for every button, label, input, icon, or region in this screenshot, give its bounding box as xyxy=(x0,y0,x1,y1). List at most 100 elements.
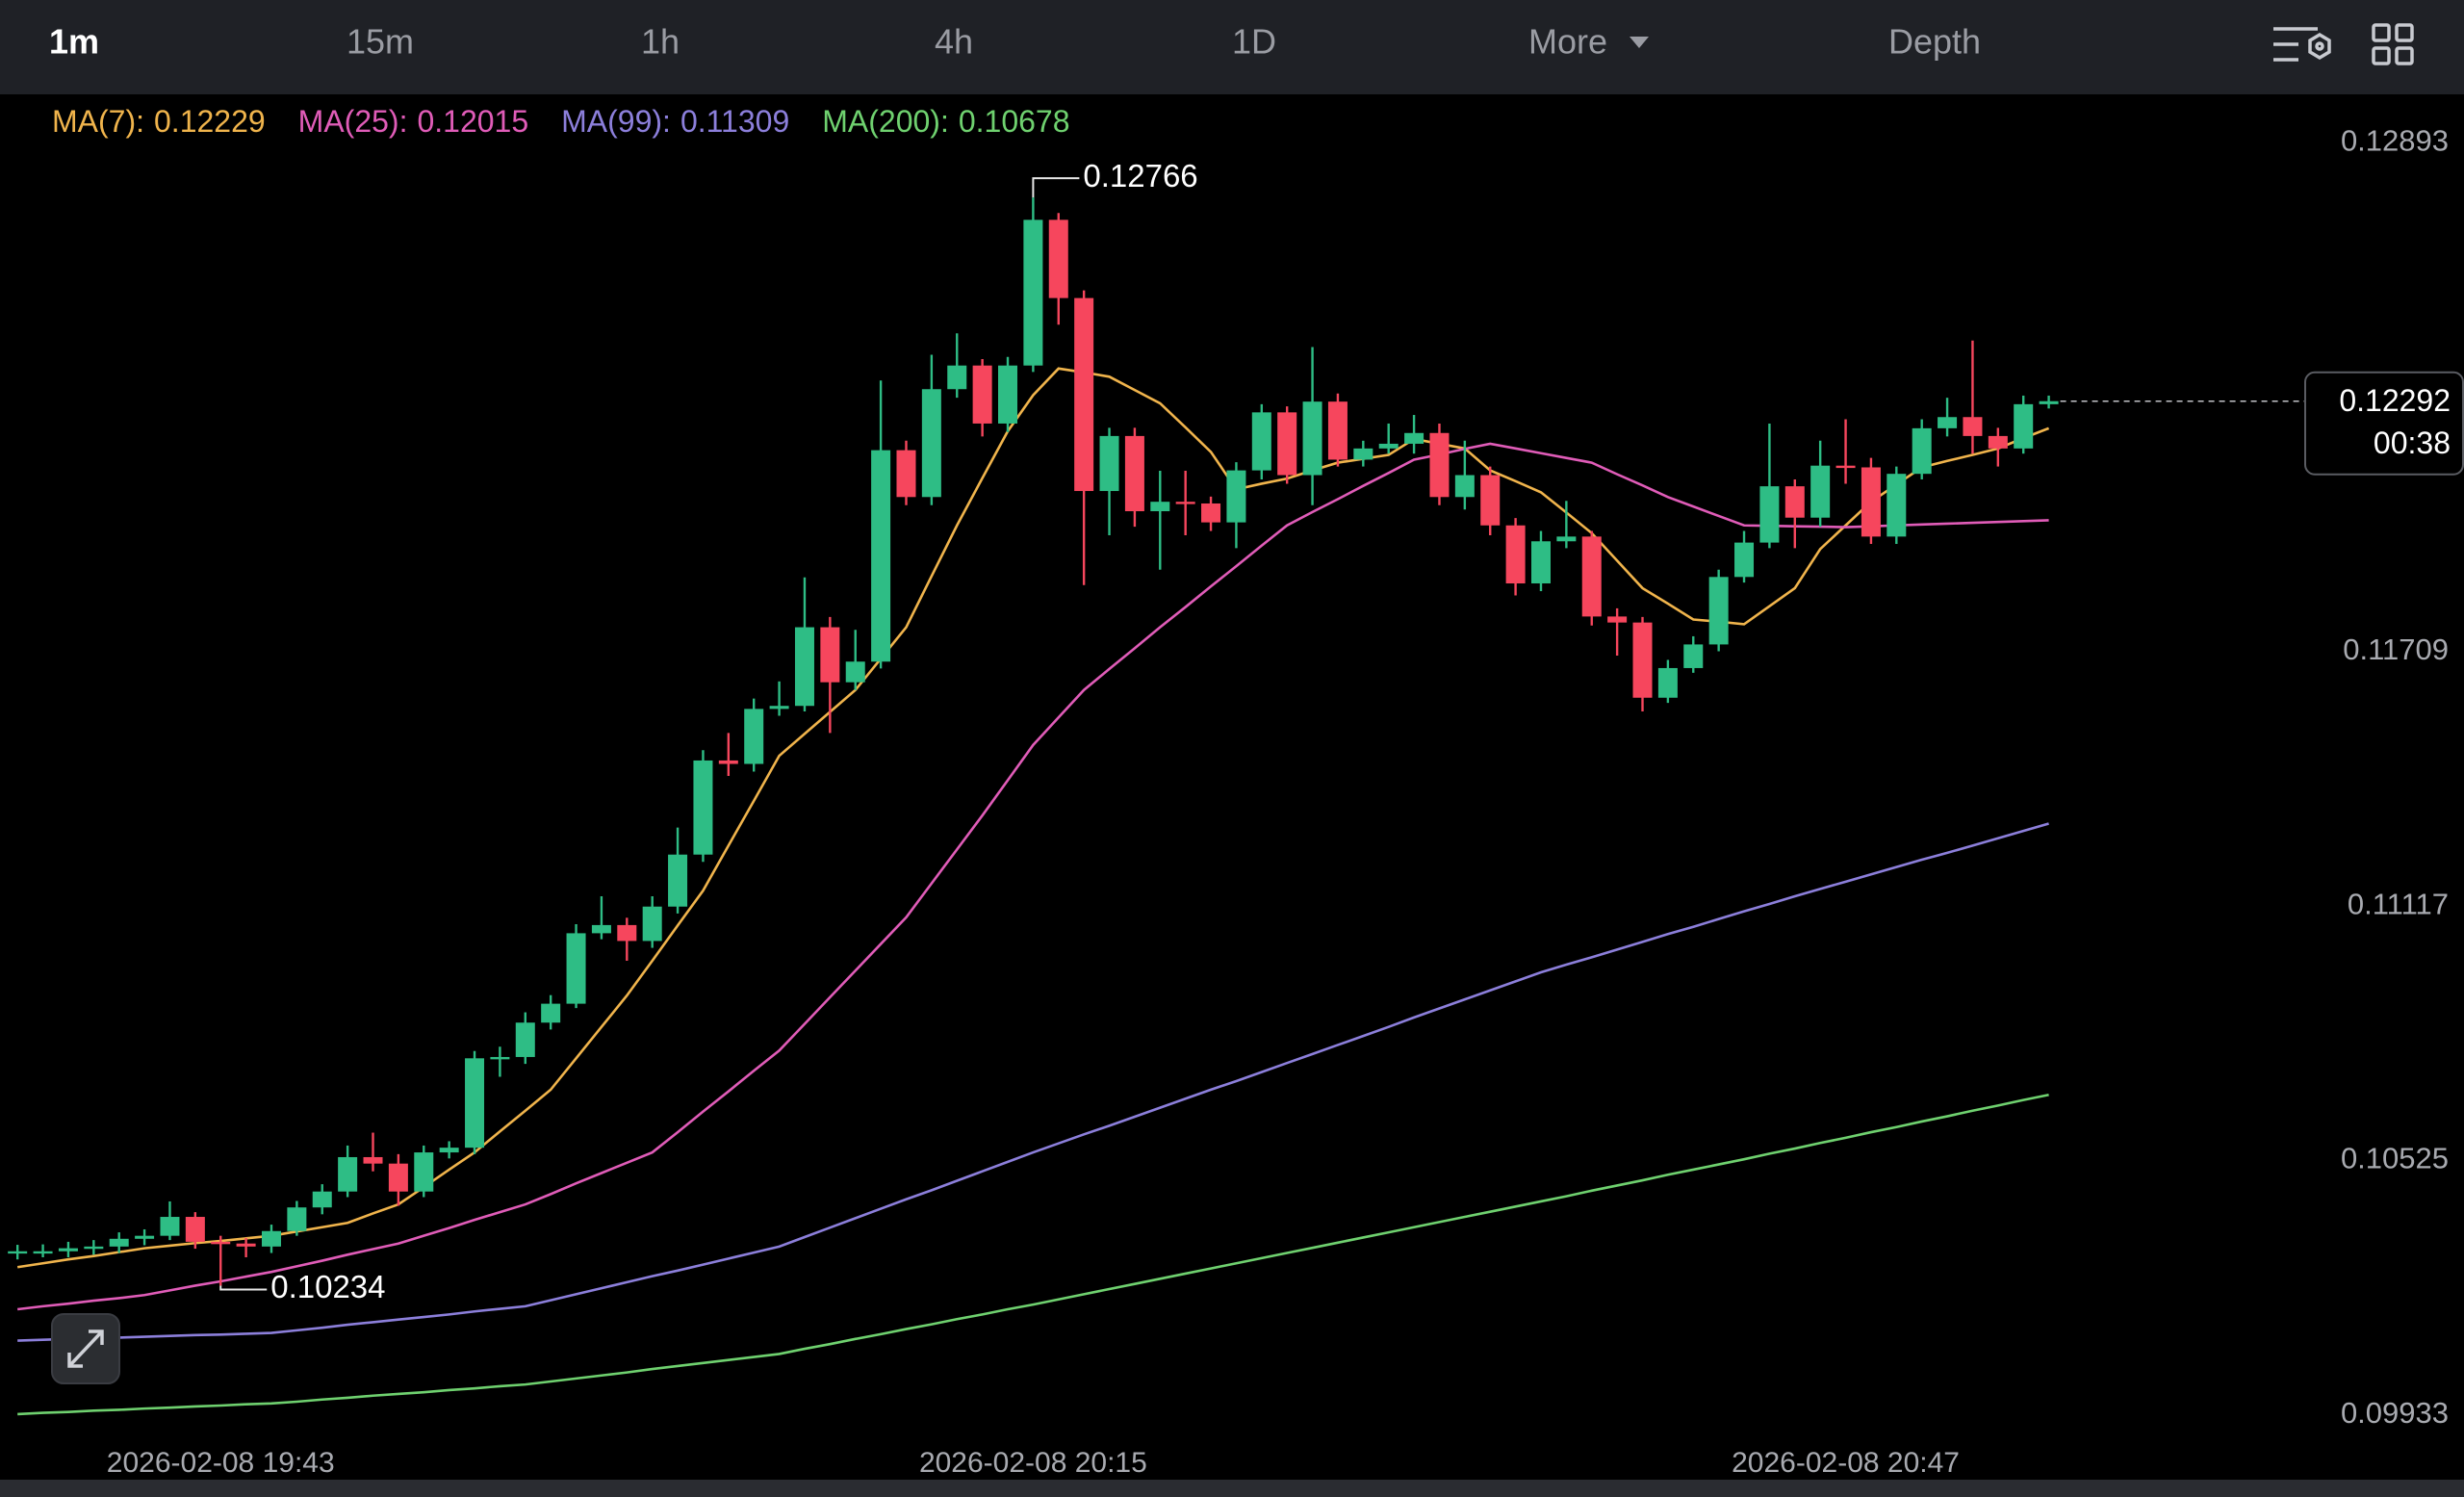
candle-body xyxy=(8,1251,28,1254)
candle-body xyxy=(693,760,713,855)
candle-body xyxy=(1023,219,1043,366)
candle-body xyxy=(185,1217,205,1242)
candle-body xyxy=(1378,443,1399,449)
candle-body xyxy=(1708,577,1729,645)
countdown-label: 00:38 xyxy=(2374,426,2451,460)
candle-body xyxy=(1683,644,1704,668)
candle-body xyxy=(515,1022,535,1057)
candle-body xyxy=(1734,542,1755,578)
candle-body xyxy=(109,1238,129,1247)
expand-button[interactable] xyxy=(51,1313,120,1384)
candle-body xyxy=(287,1207,307,1231)
candle-body xyxy=(160,1217,180,1236)
candle-body xyxy=(718,760,738,764)
interval-tab[interactable]: 15m xyxy=(346,22,414,62)
candle-body xyxy=(1251,412,1271,471)
candle-body xyxy=(2014,403,2034,449)
candle-body xyxy=(1938,417,1958,428)
candle-body xyxy=(1988,435,2008,449)
legend-entry: MA(25): 0.12015 xyxy=(298,104,528,139)
low-marker xyxy=(219,1285,268,1291)
interval-tab[interactable]: 4h xyxy=(935,22,973,62)
more-arrow xyxy=(1630,37,1649,48)
candle-body xyxy=(1810,465,1831,518)
candle-body xyxy=(744,709,764,764)
ma-line xyxy=(17,822,2049,1342)
candle-body xyxy=(1886,474,1907,537)
candle-body xyxy=(1048,219,1068,298)
high-marker xyxy=(1032,177,1080,198)
layout-icon[interactable] xyxy=(2372,23,2414,65)
candle-body xyxy=(541,1003,561,1023)
legend-value: 0.11309 xyxy=(680,104,789,139)
candle-body xyxy=(1201,503,1221,523)
candle-body xyxy=(312,1191,332,1208)
candle-body xyxy=(1454,475,1475,498)
candle-body xyxy=(33,1251,53,1254)
legend-entry: MA(99): 0.11309 xyxy=(561,104,789,139)
candle-body xyxy=(769,706,789,710)
candle-body xyxy=(1480,475,1501,526)
legend-value: 0.12015 xyxy=(417,104,528,139)
candle-body xyxy=(1099,435,1119,492)
more-tab[interactable]: More xyxy=(1528,22,1607,62)
candle-body xyxy=(1277,412,1297,476)
low-label: 0.10234 xyxy=(270,1269,385,1304)
legend-value: 0.10678 xyxy=(959,104,1070,139)
legend-name: MA(200): xyxy=(822,104,949,139)
candle-body xyxy=(1353,448,1373,460)
candle-body xyxy=(1963,417,1983,436)
y-tick-label: 0.11709 xyxy=(2343,632,2449,666)
candle-body xyxy=(972,365,992,424)
candle-body xyxy=(338,1156,358,1192)
candle-body xyxy=(1175,502,1195,504)
interval-tab[interactable]: 1D xyxy=(1232,22,1276,62)
candle-body xyxy=(921,389,941,498)
candle-body xyxy=(261,1230,281,1247)
candle-body xyxy=(1759,486,1780,543)
legend-entry: MA(7): 0.12229 xyxy=(52,104,266,139)
settings-icon[interactable] xyxy=(2273,27,2331,62)
interval-tab[interactable]: 1h xyxy=(641,22,680,62)
depth-tab[interactable]: Depth xyxy=(1888,22,1981,62)
y-tick-label: 0.11117 xyxy=(2348,887,2449,920)
candle-body xyxy=(794,627,814,707)
current-price-label: 0.12292 xyxy=(2339,383,2451,418)
candle-body xyxy=(1150,502,1170,512)
candle-body xyxy=(591,924,611,934)
candle-body xyxy=(1124,435,1144,512)
candle-body xyxy=(1835,465,1856,469)
candle-body xyxy=(1302,401,1322,476)
candle-body xyxy=(998,365,1018,424)
candle-body xyxy=(1429,432,1450,498)
toolbar xyxy=(0,0,2464,94)
legend-entry: MA(200): 0.10678 xyxy=(822,104,1069,139)
legend-value: 0.12229 xyxy=(154,104,266,139)
plot-area: 0.099330.105250.111170.117090.123010.128… xyxy=(8,104,2464,1479)
candle-body xyxy=(1657,667,1678,698)
legend-name: MA(7): xyxy=(52,104,144,139)
interval-tab[interactable]: 1m xyxy=(49,22,99,62)
candle-body xyxy=(947,365,967,390)
candle-body xyxy=(439,1148,459,1153)
candle-body xyxy=(566,933,586,1004)
candle-body xyxy=(820,627,840,683)
candle-body xyxy=(84,1246,104,1250)
candle-body xyxy=(465,1058,485,1149)
candle-body xyxy=(1226,470,1246,523)
ma-line xyxy=(17,442,2049,1311)
legend-name: MA(25): xyxy=(298,104,408,139)
candle-body xyxy=(1632,622,1653,698)
ma-line xyxy=(17,1093,2049,1416)
candle-body xyxy=(1784,486,1805,518)
candle-body xyxy=(1074,297,1094,492)
x-tick-label: 2026-02-08 20:15 xyxy=(919,1447,1147,1479)
x-tick-label: 2026-02-08 19:43 xyxy=(107,1447,335,1479)
candle-body xyxy=(1327,401,1348,460)
legend-name: MA(99): xyxy=(561,104,671,139)
y-tick-label: 0.10525 xyxy=(2341,1142,2449,1175)
candle-body xyxy=(1505,525,1526,584)
